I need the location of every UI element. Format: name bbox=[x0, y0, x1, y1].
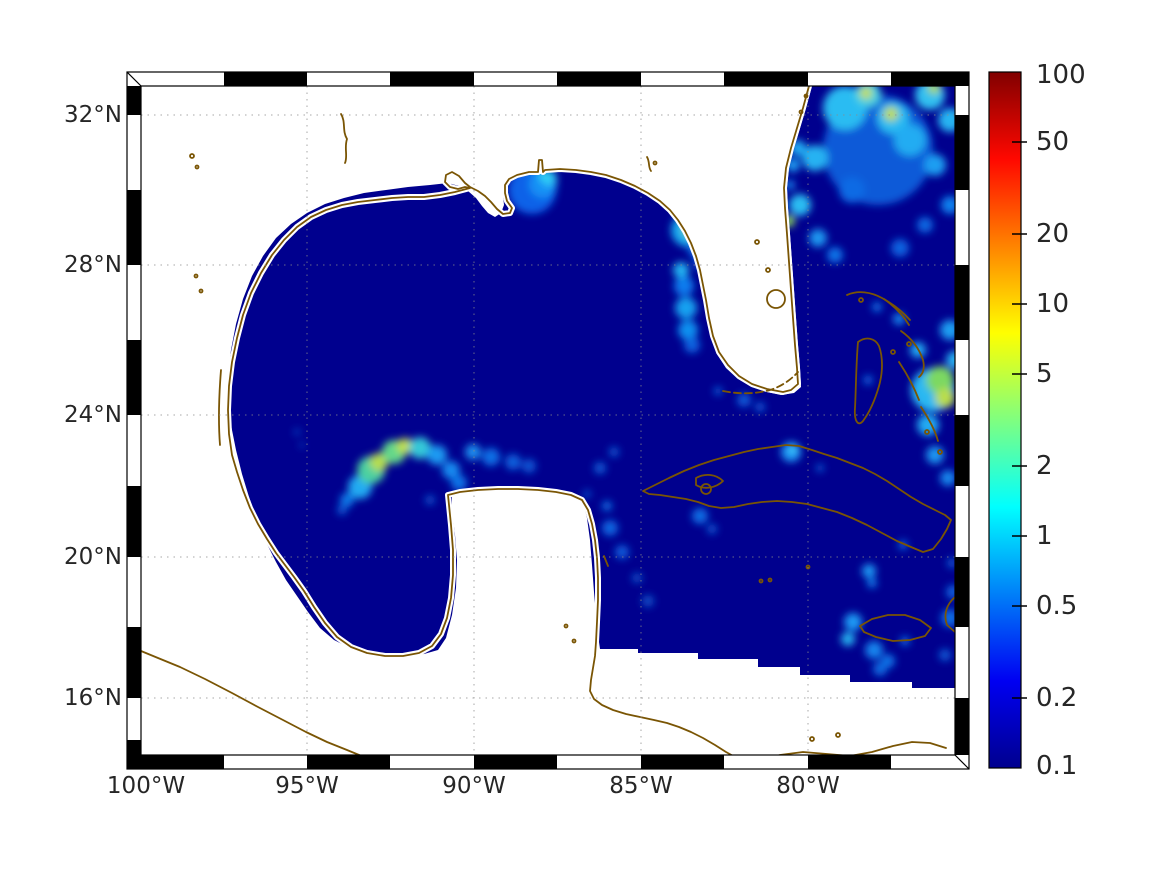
exuma-chain bbox=[898, 361, 920, 401]
cbar-label-5: 5 bbox=[1036, 359, 1053, 389]
lake-okeechobee bbox=[766, 289, 786, 309]
lat-tick-20n: 20°N bbox=[64, 544, 122, 570]
cbar-label-20: 20 bbox=[1036, 219, 1069, 249]
cbar-label-01: 0.1 bbox=[1036, 751, 1077, 781]
cbar-label-10: 10 bbox=[1036, 289, 1069, 319]
colorbar-ticks bbox=[1012, 141, 1027, 699]
lon-tick-95w: 95°W bbox=[275, 773, 339, 799]
lon-tick-100w: 100°W bbox=[107, 773, 185, 799]
map-frame bbox=[126, 71, 970, 770]
laguna-madre bbox=[218, 369, 222, 446]
hispaniola-tip bbox=[944, 596, 956, 633]
cbar-label-02: 0.2 bbox=[1036, 683, 1077, 713]
lon-tick-90w: 90°W bbox=[442, 773, 506, 799]
honduras-coast bbox=[757, 741, 947, 762]
eleuthera bbox=[900, 330, 925, 378]
lon-tick-80w: 80°W bbox=[776, 773, 840, 799]
lat-tick-16n: 16°N bbox=[64, 685, 122, 711]
colorbar-tick-labels: 100 50 20 10 5 2 1 0.5 0.2 0.1 bbox=[1036, 60, 1086, 781]
cbar-label-50: 50 bbox=[1036, 127, 1069, 157]
lon-tick-85w: 85°W bbox=[609, 773, 673, 799]
abaco bbox=[883, 298, 910, 326]
cbar-label-05: 0.5 bbox=[1036, 591, 1077, 621]
graticule bbox=[141, 86, 955, 755]
little-bahama-bank bbox=[846, 291, 911, 321]
cbar-label-100: 100 bbox=[1036, 60, 1086, 90]
lat-tick-24n: 24°N bbox=[64, 402, 122, 428]
lat-tick-28n: 28°N bbox=[64, 252, 122, 278]
jamaica-coast bbox=[859, 614, 932, 642]
mainland-coast bbox=[227, 85, 810, 758]
mexico-south-coast bbox=[140, 650, 365, 758]
isle-of-youth bbox=[700, 483, 712, 495]
long-island-bahamas bbox=[920, 406, 939, 442]
colorbar-gradient bbox=[988, 71, 1022, 769]
coastlines bbox=[140, 85, 956, 762]
lon-tick-labels: 100°W 95°W 90°W 85°W 80°W bbox=[107, 773, 840, 799]
sabine-river bbox=[340, 113, 348, 164]
cbar-label-1: 1 bbox=[1036, 521, 1053, 551]
great-bahama-bank bbox=[853, 337, 883, 425]
colorbar: 100 50 20 10 5 2 1 0.5 0.2 0.1 bbox=[988, 60, 1086, 781]
lat-tick-labels: 32°N 28°N 24°N 20°N 16°N bbox=[64, 102, 122, 711]
cbar-label-2: 2 bbox=[1036, 451, 1053, 481]
cozumel bbox=[603, 555, 609, 567]
ocean-data-field bbox=[228, 86, 955, 688]
cuba-coast bbox=[642, 444, 952, 553]
florida-keys bbox=[722, 371, 799, 395]
lat-tick-32n: 32°N bbox=[64, 102, 122, 128]
